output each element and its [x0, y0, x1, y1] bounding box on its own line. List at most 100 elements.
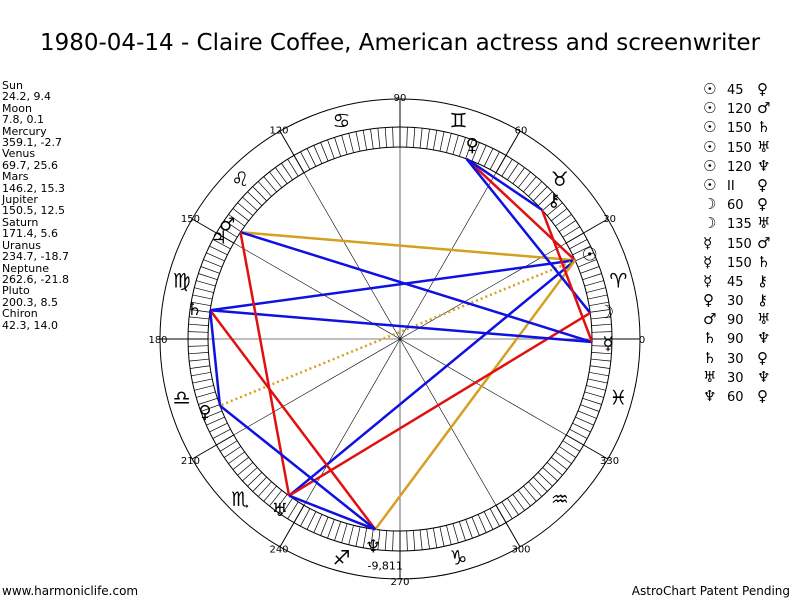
degree-tick — [228, 451, 245, 464]
aspect-planet-icon: ♅ — [757, 310, 771, 329]
degree-tick — [263, 485, 277, 502]
degree-tick — [426, 129, 430, 149]
zodiac-sign-icon: ♈ — [609, 269, 627, 293]
degree-tick — [587, 294, 608, 300]
degree-tick — [209, 422, 228, 433]
degree-tick — [584, 280, 604, 287]
aspect-line — [219, 259, 576, 407]
aspect-row: ☉ 120 ♂ — [703, 99, 781, 118]
degree-tick — [370, 129, 374, 149]
aspect-angle: 120 — [727, 102, 752, 118]
degree-tick — [191, 371, 211, 377]
degree-tick — [263, 176, 277, 193]
degree-tick — [483, 511, 494, 530]
degree-tick — [281, 497, 293, 515]
degree-tick — [206, 416, 225, 426]
degree-tick — [483, 148, 494, 167]
degree-tick — [517, 490, 531, 507]
aspect-planet-icon: ♄ — [757, 252, 771, 271]
aspect-planet-icon: ♀ — [757, 80, 768, 98]
degree-tick — [512, 494, 525, 511]
degree-tick — [190, 309, 210, 313]
degree-tick — [580, 404, 600, 412]
degree-tick — [572, 245, 591, 256]
degree-tick — [257, 481, 272, 497]
degree-tick — [247, 472, 263, 487]
aspect-planet-icon: ♅ — [757, 214, 771, 233]
planet-name-chiron: Chiron — [2, 307, 38, 321]
degree-tick — [551, 208, 568, 222]
planet-sun-icon: ☉ — [582, 245, 598, 266]
aspect-line — [374, 259, 577, 531]
aspect-planet-icon: ♂ — [757, 233, 771, 252]
degree-tick — [189, 316, 210, 320]
planet-name-mercury: Mercury — [2, 124, 47, 138]
degree-tick — [413, 530, 416, 551]
aspect-angle: 30 — [727, 370, 744, 386]
house-spoke — [233, 338, 401, 436]
planet-coords-mars: 146.2, 15.3 — [2, 181, 65, 195]
planet-coords-sun: 24.2, 9.4 — [2, 90, 51, 104]
degree-tick — [591, 345, 612, 347]
degree-label: 240 — [269, 545, 288, 556]
planet-coords-mercury: 359.1, -2.7 — [2, 136, 62, 150]
aspect-planet-icon: ♆ — [757, 367, 771, 386]
degree-tick — [551, 456, 568, 470]
zodiac-sign-icon: ♏ — [231, 487, 249, 511]
planet-coords-uranus: 234.7, -18.7 — [2, 250, 69, 264]
degree-tick — [589, 371, 609, 377]
degree-tick — [582, 273, 602, 281]
sign-boundary — [566, 218, 609, 244]
aspect-row: ☿ 45 ⚷ — [703, 272, 781, 291]
degree-tick — [439, 526, 445, 547]
zodiac-sign-icon: ♎ — [173, 385, 191, 409]
planet-neptune-icon: ♆ — [365, 536, 381, 557]
aspect-angle: 150 — [727, 255, 752, 271]
zodiac-sign-icon: ♍ — [173, 269, 191, 293]
degree-tick — [191, 301, 211, 307]
aspect-angle: 30 — [727, 294, 744, 310]
degree-tick — [590, 365, 610, 369]
degree-tick — [580, 266, 600, 274]
aspect-row: ☽ 135 ♅ — [703, 214, 781, 233]
degree-tick — [501, 501, 513, 519]
degree-tick — [591, 331, 612, 333]
degree-tick — [577, 259, 597, 268]
aspect-row: ♄ 90 ♆ — [703, 329, 781, 348]
aspect-line — [465, 157, 543, 211]
degree-label: 150 — [181, 214, 200, 225]
planet-name-venus: Venus — [2, 147, 36, 161]
degree-tick — [419, 529, 423, 550]
degree-tick — [209, 245, 228, 256]
planet-venus-icon: ♀ — [466, 135, 479, 156]
degree-tick — [275, 167, 288, 184]
planet-mercury-icon: ☿ — [602, 333, 613, 354]
degree-tick — [413, 127, 416, 148]
degree-tick — [465, 139, 473, 159]
degree-tick — [569, 239, 588, 250]
aspect-planet-icon: ♄ — [703, 348, 717, 367]
degree-tick — [546, 462, 563, 476]
degree-tick — [200, 404, 220, 412]
planet-name-uranus: Uranus — [2, 238, 41, 252]
degree-tick — [198, 273, 218, 281]
aspect-line — [209, 259, 576, 312]
degree-tick — [306, 148, 317, 167]
aspect-planet-icon: ⚷ — [757, 291, 768, 310]
aspect-row: ☿ 150 ♄ — [703, 253, 781, 272]
degree-tick — [224, 446, 242, 458]
planet-chiron-icon: ⚷ — [547, 190, 560, 211]
house-spoke — [399, 172, 497, 340]
zodiac-sign-icon: ♓ — [609, 385, 627, 409]
aspect-angle: 45 — [727, 274, 744, 290]
aspect-row: ♀ 30 ⚷ — [703, 291, 781, 310]
degree-tick — [406, 530, 408, 551]
aspect-row: ☉ 45 ♀ — [703, 80, 781, 99]
aspect-line — [540, 209, 594, 343]
aspect-planet-icon: ☉ — [703, 137, 717, 156]
aspect-row: ☉ II ♀ — [703, 176, 781, 195]
degree-tick — [257, 181, 272, 197]
degree-tick — [247, 191, 263, 206]
footer-website[interactable]: www.harmoniclife.com — [2, 584, 139, 598]
degree-label: 210 — [181, 456, 200, 467]
